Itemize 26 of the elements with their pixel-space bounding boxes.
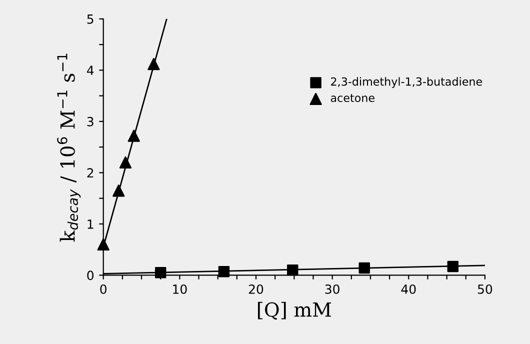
x-tick-label: 30 bbox=[325, 284, 340, 294]
y-tick-label: 1 bbox=[88, 220, 94, 229]
legend-label: acetone bbox=[330, 94, 374, 102]
y-tick-label: 3 bbox=[87, 116, 94, 126]
x-tick-label: 20 bbox=[248, 284, 264, 294]
x-tick-label: 40 bbox=[401, 284, 416, 294]
point bbox=[148, 58, 160, 70]
y-tick-label: 5 bbox=[87, 14, 94, 24]
x-axis-title: [Q] mM bbox=[258, 302, 331, 320]
y-tick-label: 2 bbox=[87, 168, 94, 178]
point bbox=[128, 130, 140, 142]
point bbox=[287, 264, 298, 276]
x-tick-label: 10 bbox=[173, 284, 187, 294]
point bbox=[358, 262, 370, 274]
point bbox=[97, 238, 110, 251]
point bbox=[119, 156, 132, 169]
x-tick-label: 50 bbox=[478, 284, 492, 294]
y-axis-title: k$_{decay}$ / 10$^{6}$ M$^{−1}$ s$^{−1}$ bbox=[57, 54, 81, 242]
y-tick-label: 4 bbox=[86, 66, 94, 75]
point bbox=[112, 184, 125, 197]
point bbox=[154, 267, 166, 278]
legend-label: 2,3-dimethyl-1,3-butadiene bbox=[331, 77, 482, 88]
y-tick-label: 0 bbox=[87, 270, 94, 280]
x-tick-label: 0 bbox=[100, 284, 106, 294]
point bbox=[218, 266, 230, 278]
point bbox=[447, 260, 458, 272]
